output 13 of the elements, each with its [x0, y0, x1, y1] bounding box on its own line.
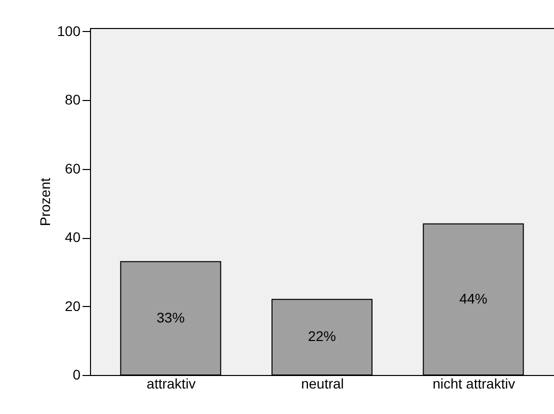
data-label: 22%	[308, 328, 336, 344]
y-tick-label: 20	[64, 298, 81, 314]
x-tick-label: attraktiv	[146, 376, 196, 392]
x-tick-label: neutral	[301, 376, 344, 392]
x-tick-label: nicht attraktiv	[432, 376, 516, 392]
y-tick-label: 0	[72, 366, 81, 382]
y-tick-label: 100	[57, 22, 81, 39]
data-label: 44%	[459, 290, 488, 306]
y-tick-label: 80	[64, 92, 81, 108]
data-label: 33%	[156, 309, 185, 326]
y-tick-label: 60	[64, 160, 81, 176]
y-tick-label: 40	[64, 229, 81, 246]
y-axis-title: Prozent	[37, 178, 54, 226]
